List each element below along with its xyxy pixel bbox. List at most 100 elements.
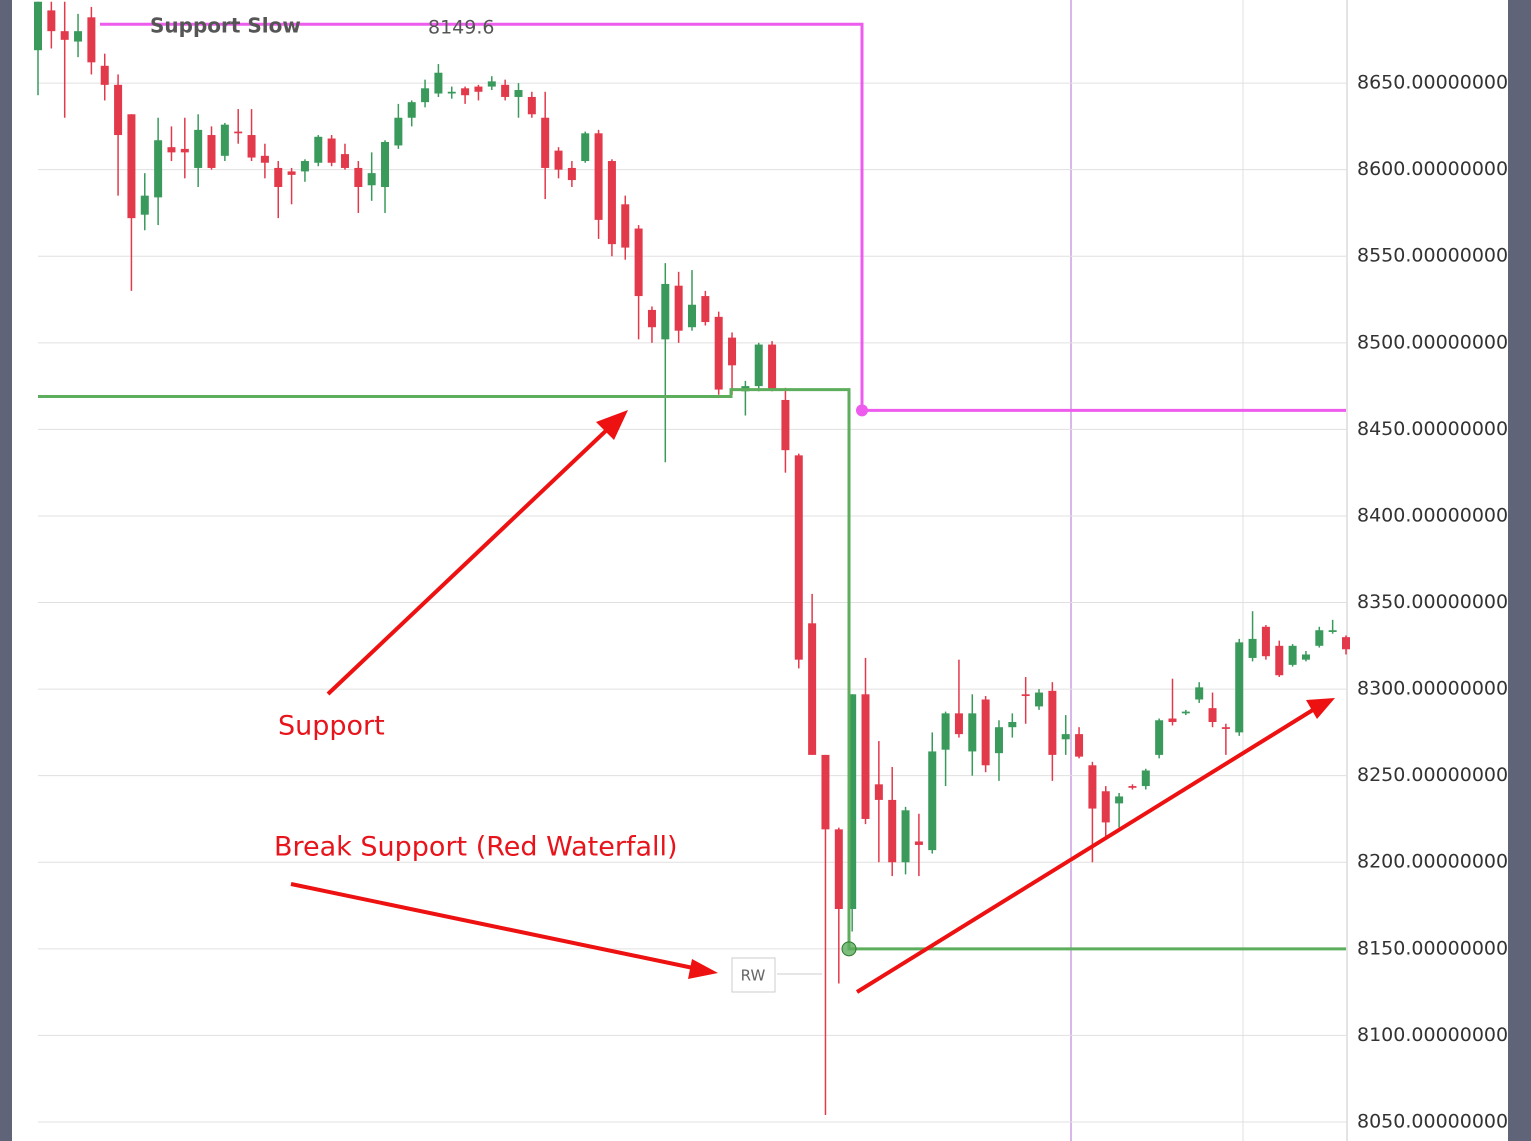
- candle-body: [1261, 626, 1270, 657]
- candle-body: [1221, 727, 1230, 729]
- candle-body: [1035, 692, 1044, 707]
- candle-body: [1275, 645, 1284, 676]
- y-tick-label: 8300.00000000: [1357, 678, 1508, 700]
- candle-body: [1101, 791, 1110, 823]
- candle-body: [207, 135, 216, 168]
- candle-body: [167, 147, 176, 153]
- candle-body: [1208, 708, 1217, 722]
- candle-body: [234, 131, 243, 134]
- candle-body: [541, 117, 550, 168]
- candle-body: [1075, 734, 1084, 757]
- candle-body: [688, 304, 696, 328]
- candle-body: [1088, 765, 1097, 809]
- y-tick-label: 8400.00000000: [1357, 504, 1508, 526]
- candle-body: [87, 17, 96, 63]
- candle-body: [74, 31, 83, 42]
- candle-body: [674, 285, 683, 331]
- candle-body: [487, 81, 496, 87]
- candle-body: [701, 296, 710, 323]
- candle-body: [594, 133, 603, 220]
- candle-body: [954, 713, 963, 735]
- candle-body: [260, 155, 269, 163]
- candle-body: [1342, 637, 1350, 650]
- candle-body: [781, 399, 790, 451]
- candle-body: [407, 102, 416, 118]
- candle-body: [1315, 630, 1324, 646]
- candle-body: [981, 699, 990, 766]
- arrow-head: [596, 410, 628, 440]
- candle-body: [768, 344, 777, 390]
- y-tick-label: 8450.00000000: [1357, 418, 1508, 440]
- candle-body: [754, 344, 763, 387]
- right-border: [1508, 0, 1531, 1141]
- legend-value: 8149.6: [428, 17, 494, 39]
- candle-body: [848, 694, 857, 909]
- candle-body: [180, 148, 189, 153]
- y-tick-label: 8050.00000000: [1357, 1110, 1508, 1132]
- candle-body: [447, 91, 456, 94]
- candle-body: [514, 90, 523, 97]
- y-tick-label: 8650.00000000: [1357, 72, 1508, 94]
- y-tick-label: 8100.00000000: [1357, 1024, 1508, 1046]
- candle-body: [60, 31, 69, 40]
- candle-body: [434, 72, 443, 94]
- candle-body: [327, 138, 336, 163]
- annotation: Support: [278, 711, 385, 742]
- candle-body: [140, 195, 149, 215]
- candle-body: [381, 141, 390, 187]
- candle-body: [1141, 770, 1150, 787]
- candle-body: [914, 841, 923, 845]
- annotation: RW: [741, 967, 766, 985]
- candle-body: [314, 136, 323, 163]
- candle-body: [1061, 734, 1070, 740]
- annotation: Break Support (Red Waterfall): [274, 832, 678, 863]
- candle-body: [394, 117, 403, 146]
- resistance-point: [856, 404, 868, 417]
- candle-body: [994, 727, 1003, 754]
- candle-body: [1328, 630, 1337, 632]
- arrow: [855, 706, 1318, 994]
- candle-body: [1195, 687, 1204, 700]
- candle-body: [274, 167, 283, 187]
- candle-body: [354, 167, 363, 187]
- candle-body: [928, 751, 937, 851]
- candle-body: [1168, 718, 1177, 722]
- candle-body: [1181, 711, 1190, 714]
- candle-body: [220, 124, 229, 156]
- arrow-head: [688, 959, 718, 979]
- candle-body: [1248, 638, 1257, 658]
- candle-body: [154, 140, 163, 198]
- candle-body: [1301, 654, 1310, 660]
- candle-body: [100, 65, 109, 85]
- candle-body: [794, 455, 803, 660]
- candle-body: [300, 161, 309, 172]
- candle-body: [127, 114, 136, 219]
- support-point: [841, 941, 857, 957]
- candle-body: [474, 86, 483, 92]
- left-border: [0, 0, 12, 1141]
- candle-body: [1021, 694, 1030, 697]
- candle-body: [34, 1, 42, 51]
- candle-body: [247, 135, 256, 158]
- candle-body: [714, 316, 723, 390]
- candle-body: [1048, 690, 1057, 755]
- candle-body: [901, 810, 910, 863]
- candle-body: [421, 88, 430, 103]
- candle-body: [1155, 720, 1164, 755]
- plot: [34, 1, 1350, 1123]
- arrow: [326, 423, 614, 696]
- candle-body: [461, 88, 470, 96]
- candle-body: [874, 784, 883, 800]
- legend-label: Support Slow: [150, 14, 301, 38]
- candle-body: [340, 154, 349, 168]
- candle-body: [888, 799, 897, 863]
- y-tick-label: 8550.00000000: [1357, 245, 1508, 267]
- candle-body: [1235, 642, 1244, 733]
- y-tick-label: 8600.00000000: [1357, 158, 1508, 180]
- y-tick-label: 8200.00000000: [1357, 851, 1508, 873]
- candle-body: [968, 713, 977, 752]
- candle-body: [527, 96, 536, 115]
- arrows: [290, 410, 1335, 994]
- arrow-head: [1306, 698, 1335, 719]
